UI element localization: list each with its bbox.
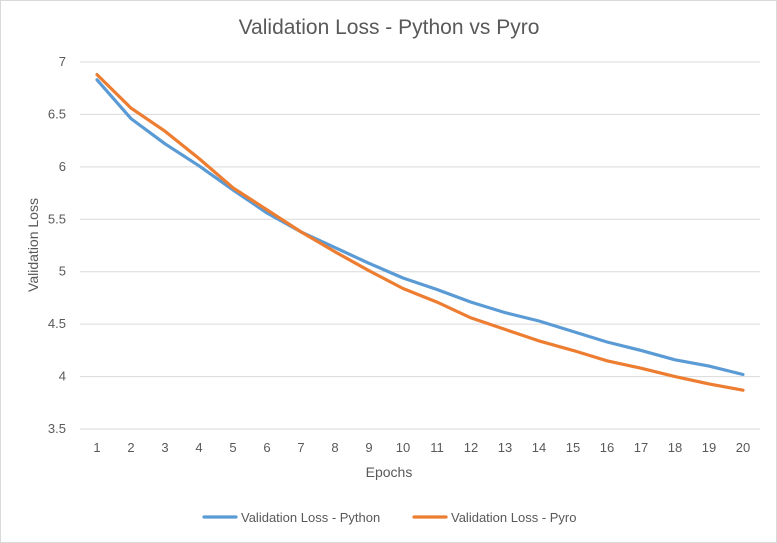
- x-tick-label: 6: [263, 440, 270, 455]
- y-tick-labels: 3.5 4 4.5 5 5.5 6 6.5 7: [48, 54, 66, 436]
- y-tick-label: 4.5: [48, 316, 66, 331]
- x-tick-label: 5: [229, 440, 236, 455]
- y-tick-label: 5: [59, 264, 66, 279]
- x-tick-label: 18: [668, 440, 682, 455]
- y-tick-label: 3.5: [48, 421, 66, 436]
- x-tick-label: 10: [396, 440, 410, 455]
- y-tick-label: 6.5: [48, 106, 66, 121]
- y-tick-label: 6: [59, 159, 66, 174]
- series-lines: [95, 72, 745, 392]
- legend-label: Validation Loss - Pyro: [451, 510, 577, 525]
- x-tick-label: 3: [161, 440, 168, 455]
- y-tick-label: 7: [59, 54, 66, 69]
- x-tick-label: 13: [498, 440, 512, 455]
- x-tick-label: 16: [600, 440, 614, 455]
- x-tick-label: 7: [297, 440, 304, 455]
- x-tick-label: 2: [127, 440, 134, 455]
- x-tick-label: 1: [93, 440, 100, 455]
- x-tick-label: 15: [566, 440, 580, 455]
- x-tick-label: 14: [532, 440, 546, 455]
- x-tick-label: 12: [464, 440, 478, 455]
- x-tick-label: 17: [634, 440, 648, 455]
- legend: Validation Loss - Python Validation Loss …: [202, 510, 577, 525]
- x-tick-label: 11: [430, 440, 444, 455]
- series-line-python: [95, 78, 745, 377]
- y-tick-label: 5.5: [48, 211, 66, 226]
- x-tick-label: 20: [736, 440, 750, 455]
- x-tick-label: 9: [365, 440, 372, 455]
- x-axis-label: Epochs: [366, 464, 413, 480]
- x-tick-label: 8: [331, 440, 338, 455]
- legend-label: Validation Loss - Python: [241, 510, 380, 525]
- gridlines: [80, 61, 760, 430]
- x-tick-label: 19: [702, 440, 716, 455]
- y-axis-label: Validation Loss: [25, 198, 41, 292]
- chart-title: Validation Loss - Python vs Pyro: [239, 16, 540, 39]
- y-tick-label: 4: [59, 369, 66, 384]
- series-line-pyro: [95, 72, 745, 392]
- x-tick-label: 4: [195, 440, 202, 455]
- x-tick-labels: 1 2 3 4 5 6 7 8 9 10 11 12 13 14 15 16 17 18 19 20: [93, 440, 750, 455]
